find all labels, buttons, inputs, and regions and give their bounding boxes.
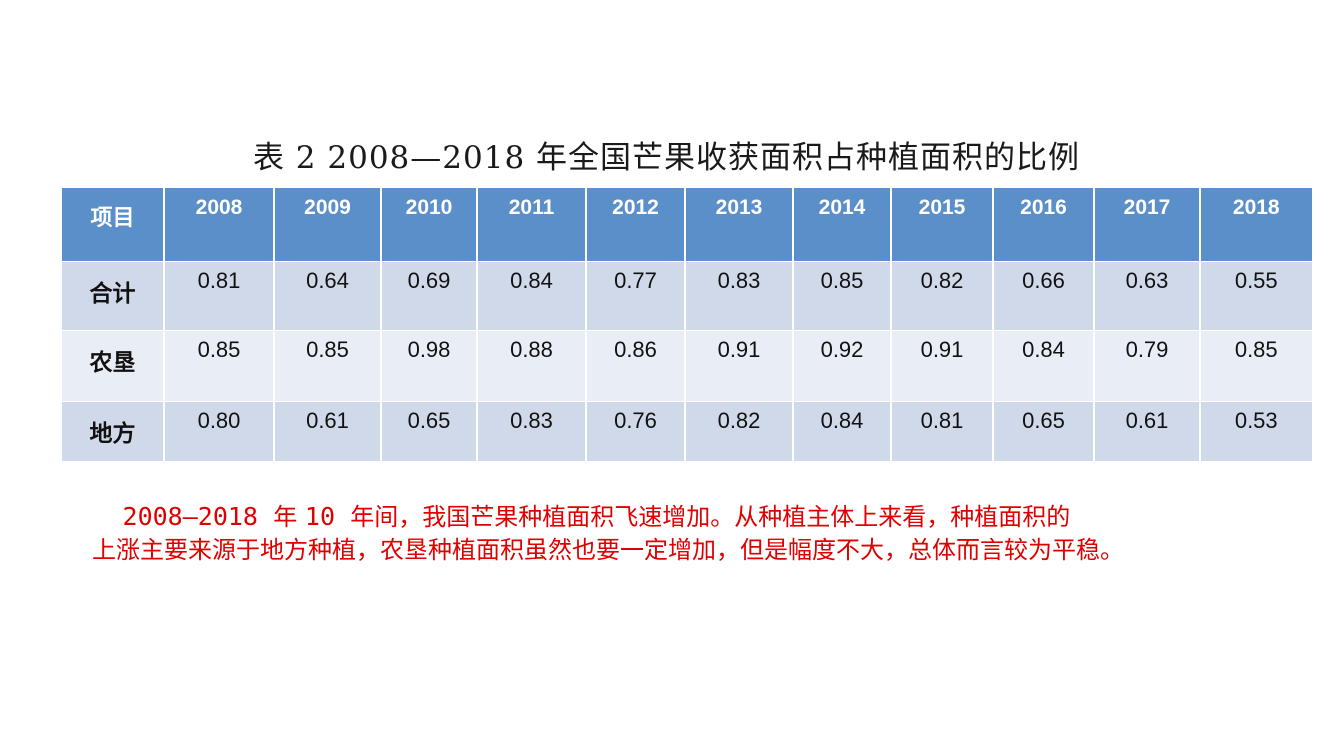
year-header-cell: 2009 [273,187,382,262]
year-header-cell: 2015 [890,187,994,262]
row-label-total: 合计 [60,261,165,331]
table-cell: 0.65 [380,401,478,462]
table-cell: 0.66 [992,261,1095,331]
table-cell: 0.86 [585,330,686,402]
note-line-1: 2008—2018 年 10 年间，我国芒果种植面积飞速增加。从种植主体上来看，… [92,500,1302,534]
table-cell: 0.82 [684,401,794,462]
table-cell: 0.82 [890,261,994,331]
year-header-cell: 2011 [476,187,587,262]
year-header-cell: 2018 [1199,187,1313,262]
note-line-2: 上涨主要来源于地方种植，农垦种植面积虽然也要一定增加，但是幅度不大，总体而言较为… [92,536,1124,564]
table-cell: 0.81 [163,261,275,331]
year-header-cell: 2010 [380,187,478,262]
year-header-cell: 2008 [163,187,275,262]
row-label-state-farm: 农垦 [60,330,165,402]
note-year-range: 2008—2018 [122,502,258,531]
table-row-total: 合计 0.81 0.64 0.69 0.84 0.77 0.83 0.85 0.… [60,261,1313,331]
table-cell: 0.88 [476,330,587,402]
table-cell: 0.84 [476,261,587,331]
data-table: 项目 2008 2009 2010 2011 2012 2013 2014 20… [60,187,1313,462]
note-line-1-text: 年间，我国芒果种植面积飞速增加。从种植主体上来看，种植面积的 [350,503,1071,531]
table-row-state-farm: 农垦 0.85 0.85 0.98 0.88 0.86 0.91 0.92 0.… [60,330,1313,402]
analysis-note: 2008—2018 年 10 年间，我国芒果种植面积飞速增加。从种植主体上来看，… [92,500,1302,567]
table-title: 表 2 2008—2018 年全国芒果收获面积占种植面积的比例 [252,140,1081,176]
year-header-cell: 2012 [585,187,686,262]
table-row-local: 地方 0.80 0.61 0.65 0.83 0.76 0.82 0.84 0.… [60,401,1313,462]
table-cell: 0.79 [1093,330,1201,402]
year-header-cell: 2016 [992,187,1095,262]
table-cell: 0.85 [163,330,275,402]
note-year-word: 年 [273,503,298,531]
year-header-cell: 2013 [684,187,794,262]
table-cell: 0.61 [273,401,382,462]
year-header-cell: 2014 [792,187,892,262]
table-cell: 0.63 [1093,261,1201,331]
table-cell: 0.53 [1199,401,1313,462]
corner-header-cell: 项目 [60,187,165,262]
table-cell: 0.91 [684,330,794,402]
table-cell: 0.85 [1199,330,1313,402]
table-header-row: 项目 2008 2009 2010 2011 2012 2013 2014 20… [60,187,1313,262]
table-cell: 0.84 [792,401,892,462]
table-cell: 0.76 [585,401,686,462]
row-label-local: 地方 [60,401,165,462]
table-cell: 0.84 [992,330,1095,402]
table-cell: 0.91 [890,330,994,402]
table-cell: 0.65 [992,401,1095,462]
note-year-count: 10 [304,502,335,531]
table-cell: 0.92 [792,330,892,402]
table-cell: 0.64 [273,261,382,331]
table-cell: 0.81 [890,401,994,462]
table-cell: 0.61 [1093,401,1201,462]
table-cell: 0.80 [163,401,275,462]
year-header-cell: 2017 [1093,187,1201,262]
table-cell: 0.55 [1199,261,1313,331]
table-cell: 0.98 [380,330,478,402]
table-cell: 0.83 [684,261,794,331]
table-cell: 0.69 [380,261,478,331]
table-cell: 0.85 [792,261,892,331]
table-cell: 0.77 [585,261,686,331]
table-cell: 0.83 [476,401,587,462]
table-cell: 0.85 [273,330,382,402]
